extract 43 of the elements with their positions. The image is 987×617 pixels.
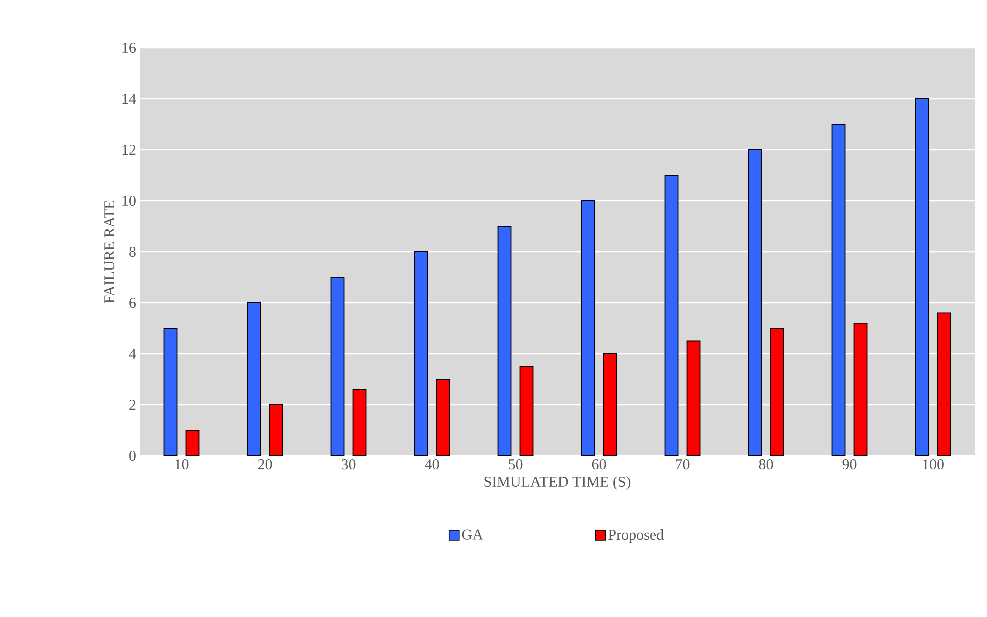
bar bbox=[664, 175, 679, 456]
y-tick-label: 16 bbox=[122, 42, 136, 54]
y-tick-label: 0 bbox=[130, 450, 136, 462]
y-tick-label: 10 bbox=[122, 196, 136, 206]
x-axis-title: SIMULATED TIME (S) bbox=[484, 476, 631, 490]
bar bbox=[520, 366, 534, 456]
x-tick-label: 80 bbox=[759, 460, 774, 470]
bar bbox=[937, 312, 952, 456]
legend-label: GA bbox=[462, 530, 484, 540]
x-tick-label: 70 bbox=[676, 460, 690, 470]
bar bbox=[186, 430, 200, 456]
bar bbox=[269, 404, 284, 456]
x-tick-label: 100 bbox=[923, 460, 944, 470]
y-tick-label: 4 bbox=[129, 349, 136, 359]
x-tick-label: 40 bbox=[425, 460, 440, 470]
bar bbox=[330, 277, 345, 456]
bar bbox=[854, 322, 868, 456]
bar bbox=[603, 354, 618, 456]
y-tick-label: 2 bbox=[130, 400, 136, 410]
x-tick-label: 60 bbox=[592, 460, 606, 470]
legend-label: Proposed bbox=[608, 530, 664, 544]
y-axis-title: FAILURE RATE bbox=[104, 201, 115, 304]
bar bbox=[581, 200, 596, 456]
bar bbox=[686, 340, 701, 456]
bar bbox=[352, 389, 367, 456]
x-tick-label: 90 bbox=[842, 460, 857, 470]
y-tick-label: 8 bbox=[130, 246, 136, 258]
bar bbox=[436, 379, 450, 456]
y-tick-label: 6 bbox=[130, 298, 136, 308]
x-tick-label: 50 bbox=[509, 460, 523, 470]
bar bbox=[414, 252, 428, 456]
bar bbox=[748, 150, 762, 456]
bar bbox=[164, 328, 178, 456]
x-tick-label: 20 bbox=[258, 460, 272, 470]
x-tick-label: 30 bbox=[342, 460, 356, 470]
y-tick-label: 14 bbox=[122, 94, 136, 104]
bar bbox=[770, 328, 784, 456]
bar bbox=[247, 302, 262, 456]
bar bbox=[915, 98, 930, 456]
y-tick-label: 12 bbox=[122, 145, 136, 155]
bar bbox=[832, 124, 846, 456]
x-tick-label: 10 bbox=[176, 460, 189, 470]
bar bbox=[498, 226, 512, 456]
